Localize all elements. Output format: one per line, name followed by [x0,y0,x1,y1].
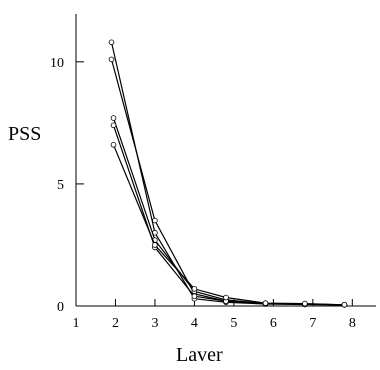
x-tick-label: 7 [309,316,316,331]
x-tick-label: 1 [73,316,80,331]
axis-titles: PSS Laver [8,123,223,366]
y-axis-title: PSS [8,123,41,145]
y-tick-label: 10 [50,56,64,71]
data-point [223,294,229,301]
data-point [110,122,117,129]
x-tick-label: 8 [349,316,356,331]
data-point [152,217,158,224]
y-tick-label: 5 [57,178,64,193]
axes: 0 5 10 1 2 3 4 5 6 7 8 [50,14,376,331]
x-tick-label: 3 [151,316,158,331]
series-line [112,117,345,306]
data-point [341,301,348,308]
x-tick-label: 5 [230,316,237,331]
series-line [112,144,345,306]
data-point [110,142,117,148]
data-point [108,39,115,46]
x-axis-title: Laver [176,344,223,366]
series-1 [108,39,348,308]
data-point [110,115,117,121]
series-layer [108,39,348,308]
x-tick-label: 4 [191,316,198,331]
y-tick-label: 0 [57,300,64,315]
data-point [152,242,158,248]
data-point [262,300,269,306]
data-point [191,286,198,292]
series-2 [108,56,348,308]
series-line [110,59,345,306]
series-line [110,42,345,306]
series-3 [110,115,348,308]
data-point [108,56,115,63]
series-line [112,125,345,306]
data-point [302,300,308,307]
x-tick-label: 6 [270,316,277,331]
data-point [191,293,198,300]
x-tick-label: 2 [112,316,119,331]
series-5 [110,142,348,308]
